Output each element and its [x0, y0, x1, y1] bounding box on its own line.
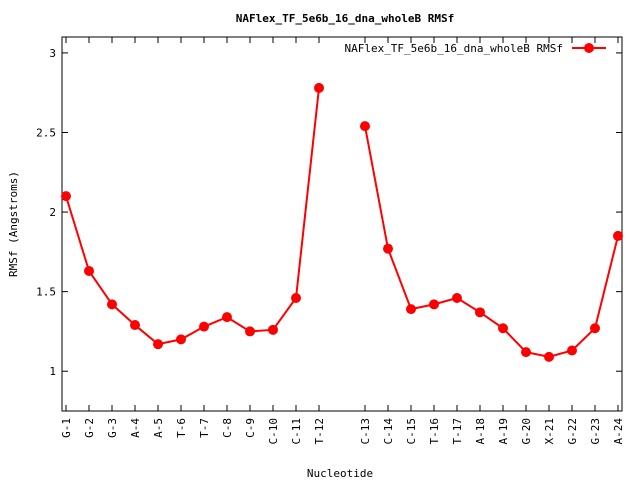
- x-tick-label: G-3: [106, 418, 119, 438]
- series-rmsf: [61, 82, 623, 362]
- x-tick-label: T-12: [313, 418, 326, 445]
- plot-frame: [61, 36, 623, 412]
- x-tick-label: T-7: [198, 418, 211, 438]
- data-point: [291, 293, 301, 304]
- y-tick-label: 3: [49, 47, 56, 60]
- x-tick-label: A-19: [497, 418, 510, 445]
- data-point: [429, 299, 439, 310]
- chart-title: NAFlex_TF_5e6b_16_dna_wholeB RMSf: [236, 12, 455, 25]
- x-tick-label: G-1: [60, 418, 73, 438]
- data-point: [153, 339, 163, 350]
- y-tick-label: 1: [49, 365, 56, 378]
- data-point: [245, 326, 255, 337]
- x-tick-label: C-8: [221, 418, 234, 438]
- data-point: [268, 324, 278, 335]
- series-line: [364, 125, 619, 358]
- x-tick-label: C-11: [290, 418, 303, 445]
- data-point: [475, 307, 485, 318]
- x-tick-label: A-24: [612, 418, 625, 445]
- x-tick-label: G-2: [83, 418, 96, 438]
- data-point: [314, 82, 324, 93]
- data-point: [498, 323, 508, 334]
- data-point: [61, 191, 71, 202]
- x-axis: G-1 G-2 G-3 A-4 A-5 T-6 T-7 C-8 C-9 C-10 C-11 T-12 C…: [60, 37, 625, 445]
- data-point: [383, 243, 393, 254]
- x-tick-label: T-17: [451, 418, 464, 445]
- data-point: [176, 334, 186, 345]
- y-tick-label: 2: [49, 206, 56, 219]
- legend: NAFlex_TF_5e6b_16_dna_wholeB RMSf: [344, 42, 606, 55]
- x-tick-label: X-21: [543, 418, 556, 445]
- x-tick-label: C-9: [244, 418, 257, 438]
- data-point: [567, 345, 577, 356]
- legend-label: NAFlex_TF_5e6b_16_dna_wholeB RMSf: [344, 42, 563, 55]
- y-tick-label: 1.5: [36, 286, 56, 299]
- series-line: [65, 87, 320, 346]
- x-tick-label: G-23: [589, 418, 602, 445]
- x-tick-label: T-6: [175, 418, 188, 438]
- data-point: [222, 312, 232, 323]
- x-tick-label: C-10: [267, 418, 280, 445]
- y-axis: 1 1.5 2 2.5 3: [36, 47, 622, 378]
- data-point: [452, 293, 462, 304]
- data-point: [521, 347, 531, 358]
- legend-marker: [584, 43, 594, 53]
- x-tick-label: C-14: [382, 418, 395, 445]
- data-point: [406, 304, 416, 315]
- x-tick-label: A-4: [129, 418, 142, 438]
- data-point: [544, 351, 554, 362]
- data-point: [84, 265, 94, 276]
- data-point: [107, 299, 117, 310]
- data-point: [590, 323, 600, 334]
- x-tick-label: G-20: [520, 418, 533, 445]
- x-tick-label: A-18: [474, 418, 487, 445]
- x-tick-label: C-15: [405, 418, 418, 445]
- data-point: [360, 121, 370, 132]
- data-point: [130, 320, 140, 331]
- y-axis-label: RMSf (Angstroms): [7, 171, 20, 277]
- x-tick-label: A-5: [152, 418, 165, 438]
- y-tick-label: 2.5: [36, 126, 56, 139]
- x-tick-label: G-22: [566, 418, 579, 445]
- x-axis-label: Nucleotide: [307, 467, 373, 480]
- x-tick-label: T-16: [428, 418, 441, 445]
- data-point: [613, 230, 623, 241]
- data-point: [199, 321, 209, 332]
- x-tick-label: C-13: [359, 418, 372, 445]
